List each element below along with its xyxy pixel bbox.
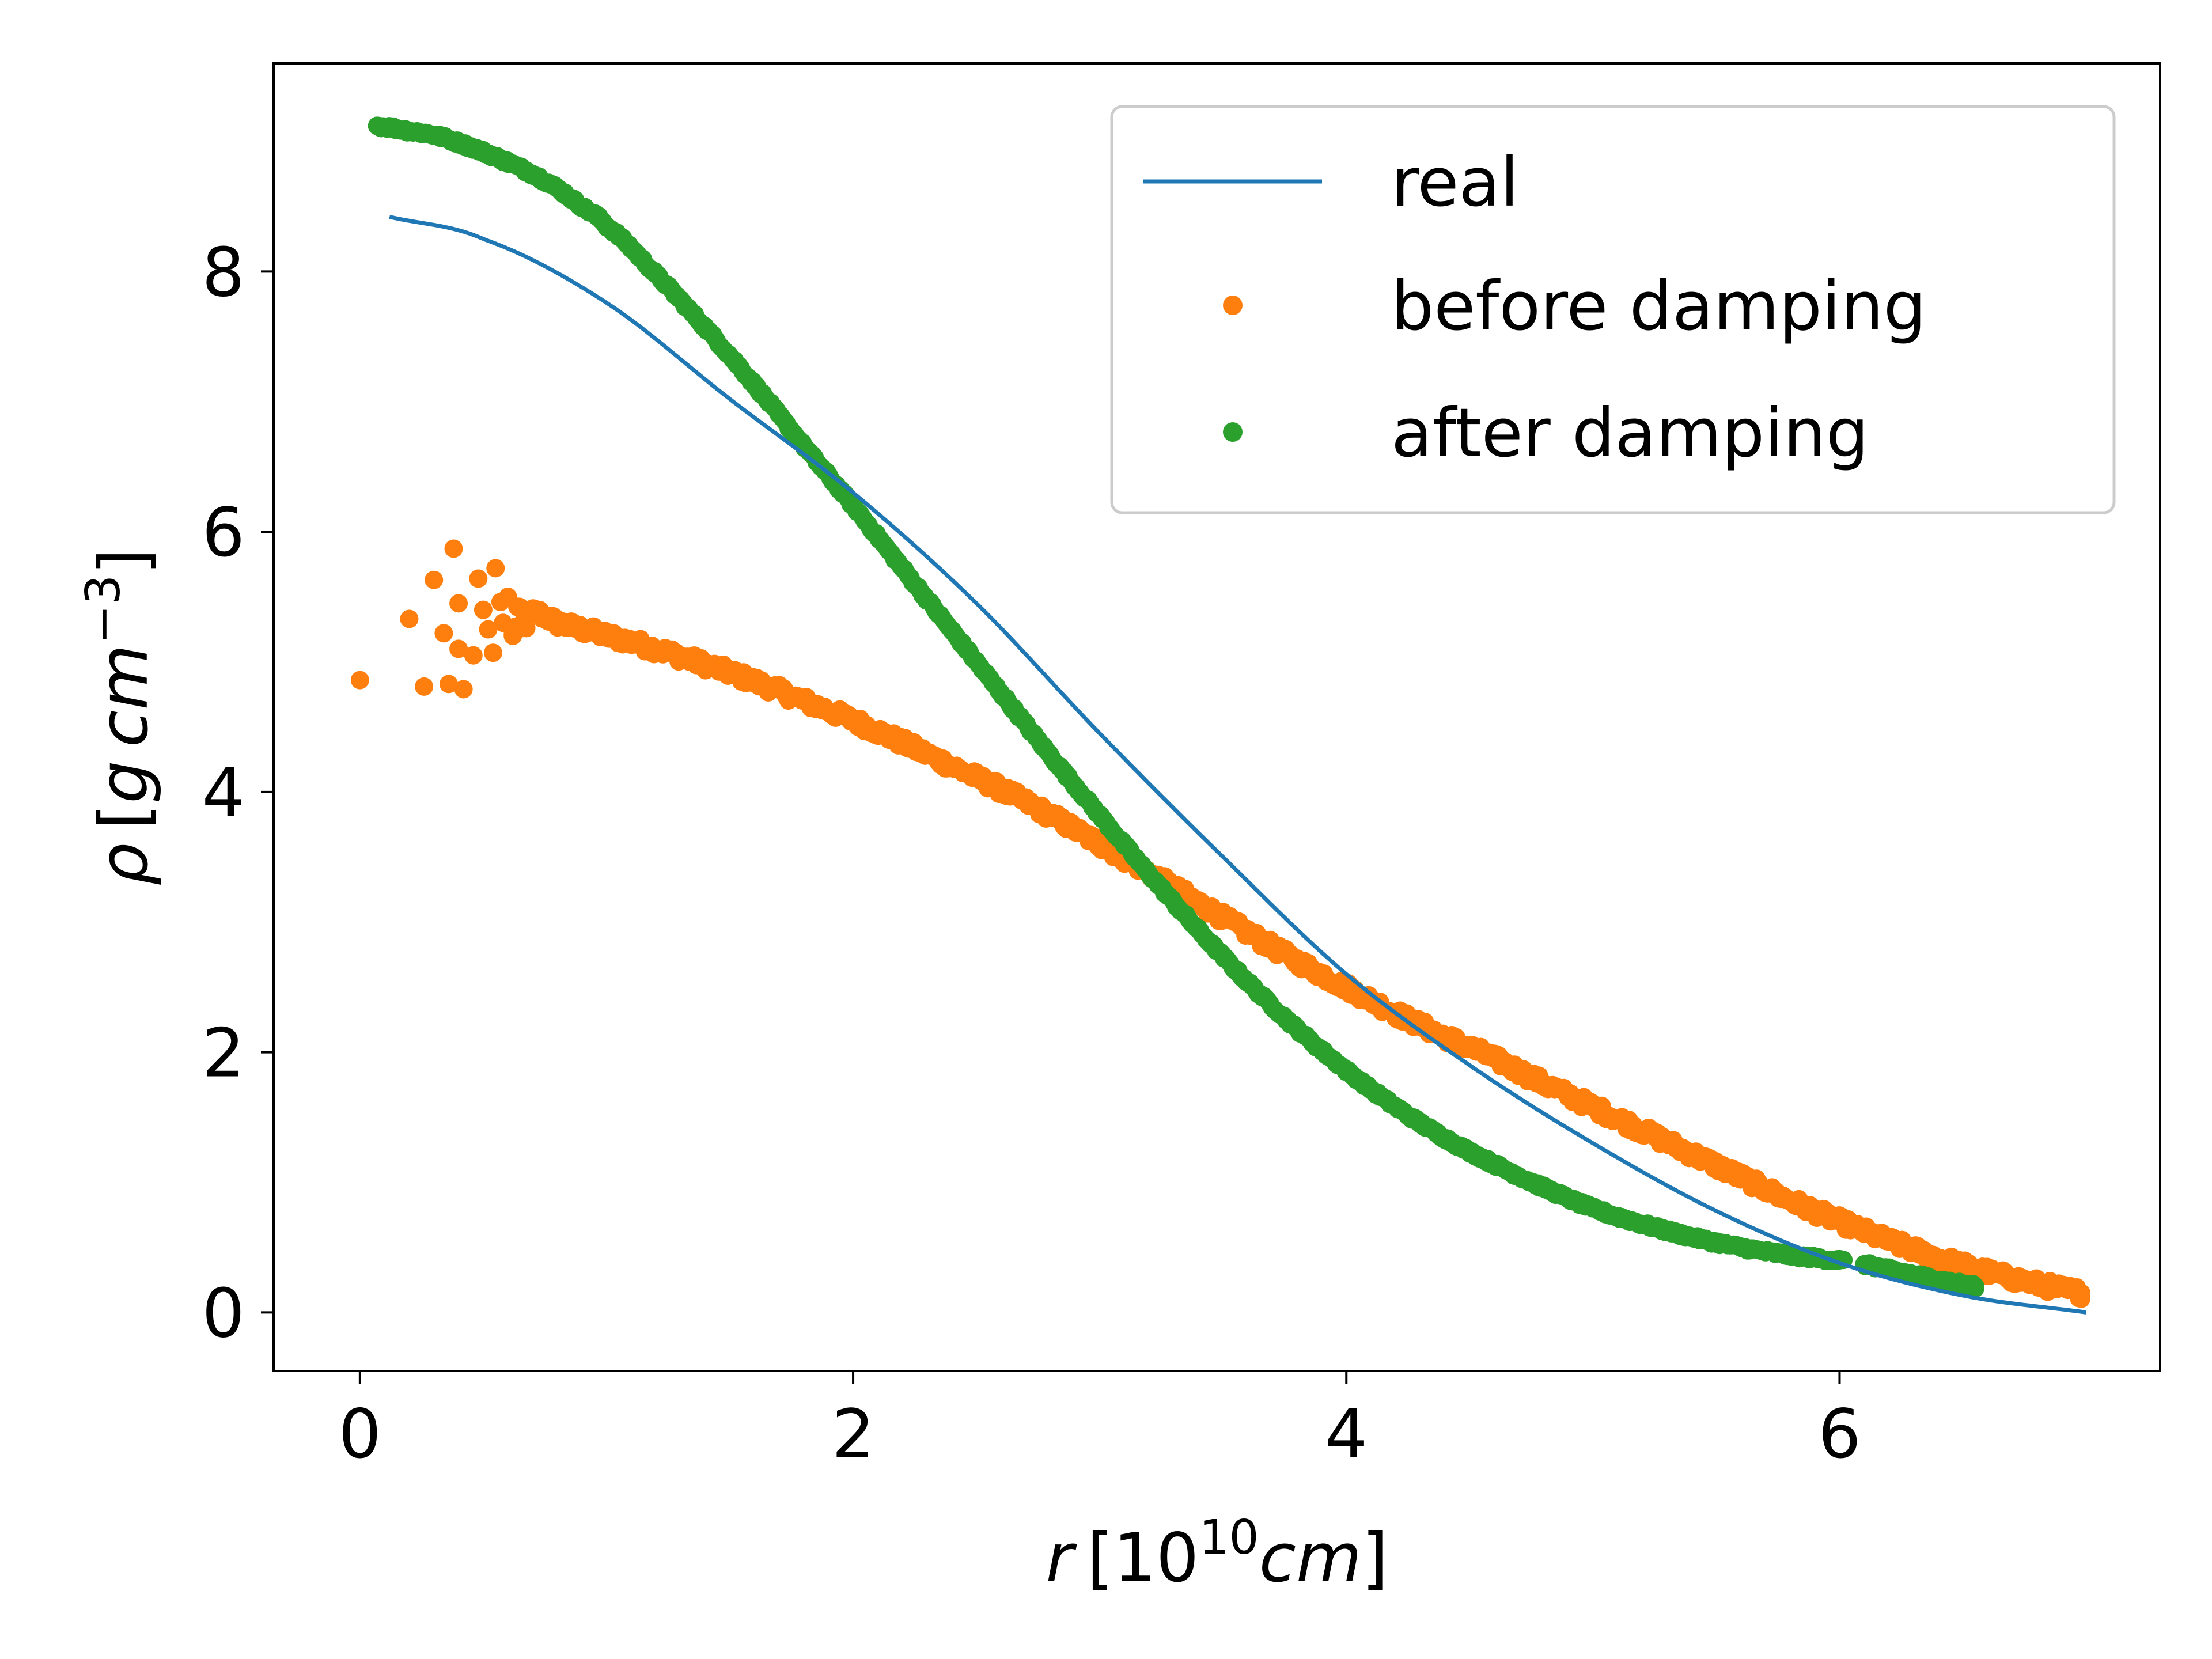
point-before-damping-2 [415, 677, 434, 696]
y-axis-label-part-4: −3 [76, 575, 131, 645]
y-tick-label-0: 0 [202, 1274, 245, 1353]
y-tick-label-4: 8 [202, 233, 245, 312]
point-before-damping-15 [486, 559, 505, 578]
axes-frame [272, 62, 2161, 1372]
y-axis-label-part-1: [ [84, 804, 163, 843]
y-tick-label-3: 6 [202, 493, 245, 572]
y-axis-label: ρ [g cm−3] [76, 548, 163, 886]
x-tick-label-0: 0 [339, 1395, 381, 1474]
legend-marker-before-damping [1223, 296, 1243, 315]
y-tick-label-1: 2 [202, 1014, 245, 1093]
series-layer [350, 116, 2091, 1315]
axis-labels: r [1010cm]ρ [g cm−3] [76, 548, 1388, 1597]
point-before-damping-4 [434, 624, 453, 643]
axes-layer: 0 2 4 6 0 2 4 6 8 [202, 62, 2161, 1474]
legend-label-before-damping: before damping [1391, 267, 1926, 346]
y-axis-label-part-5: ] [84, 548, 163, 575]
legend-label-real: real [1391, 143, 1519, 222]
legend-marker-after-damping [1223, 422, 1243, 442]
point-before-damping-12 [474, 600, 493, 619]
point-before-damping-14 [484, 643, 503, 662]
point-before-damping-0 [350, 671, 369, 690]
point-before-damping-13 [479, 620, 498, 639]
x-axis-label: r [1010cm] [1046, 1510, 1388, 1597]
series-after-damping [368, 116, 1984, 1298]
x-axis-label-part-1: [10 [1073, 1518, 1199, 1597]
point-before-damping-7 [449, 594, 468, 613]
x-axis-label-part-3: cm [1259, 1518, 1362, 1597]
point-after-damping-dense-800 [1965, 1279, 1984, 1298]
legend-box [1110, 105, 2116, 514]
x-axis-label-part-4: ] [1362, 1518, 1388, 1597]
point-before-damping-11 [469, 569, 488, 588]
series-real-line [389, 215, 2087, 1315]
legend: real before damping after damping [1110, 105, 2116, 514]
x-axis-label-part-2: 10 [1199, 1510, 1259, 1565]
x-tick-label-1: 2 [832, 1395, 874, 1474]
x-tick-label-2: 4 [1325, 1395, 1368, 1474]
point-before-damping-5 [439, 675, 458, 694]
y-axis-label-part-3: cm [84, 645, 163, 761]
point-before-damping-10 [464, 646, 483, 665]
x-tick-label-3: 6 [1818, 1395, 1861, 1474]
point-before-damping-8 [449, 639, 468, 658]
point-before-damping-9 [454, 680, 473, 699]
legend-label-after-damping: after damping [1391, 393, 1869, 472]
y-tick-label-2: 4 [202, 753, 245, 832]
point-before-damping-3 [425, 570, 444, 589]
series-before-damping [350, 539, 2091, 1308]
y-axis-label-part-2: g [84, 760, 163, 803]
point-before-damping-dense-700 [2072, 1289, 2091, 1308]
y-axis-label-part-0: ρ [84, 843, 163, 886]
point-before-damping-6 [444, 539, 463, 558]
x-axis-label-part-0: r [1046, 1518, 1077, 1597]
point-before-damping-1 [400, 609, 419, 628]
